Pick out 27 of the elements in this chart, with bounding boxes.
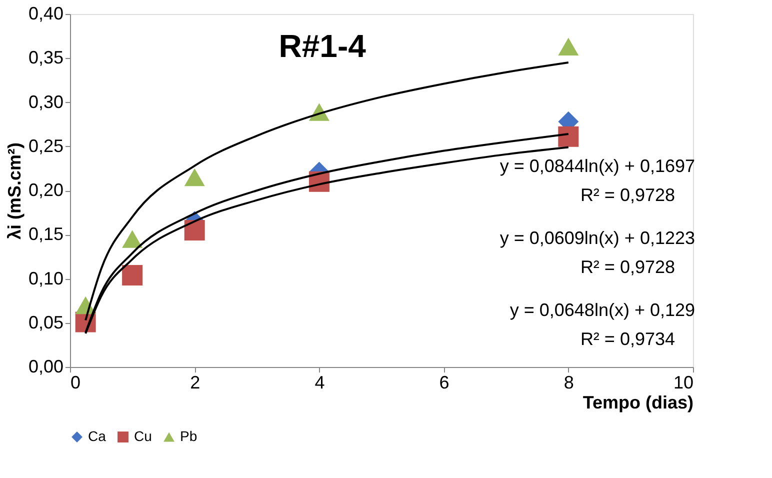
y-tick-label: 0,10	[28, 268, 64, 288]
y-axis-title: λi (mS.cm²)	[4, 142, 24, 240]
legend-label: Ca	[88, 428, 106, 444]
x-tick-label: 4	[314, 372, 325, 392]
annotation: y = 0,0648ln(x) + 0,129	[510, 300, 695, 320]
x-tick-label: 0	[70, 372, 81, 392]
x-tick-label: 2	[190, 372, 200, 392]
annotation: y = 0,0609ln(x) + 0,1223	[500, 228, 695, 248]
y-tick-label: 0,05	[28, 312, 64, 332]
y-tick-label: 0,20	[28, 180, 64, 200]
annotation: y = 0,0844ln(x) + 0,1697	[500, 156, 695, 176]
y-tick-label: 0,30	[28, 92, 64, 112]
x-tick-label: 8	[564, 372, 574, 392]
x-axis-title: Tempo (dias)	[582, 392, 694, 412]
y-tick-label: 0,15	[28, 224, 64, 244]
y-tick-label: 0,25	[28, 136, 64, 156]
y-tick-label: 0,00	[28, 356, 64, 376]
chart-title: R#1-4	[278, 28, 366, 64]
y-tick-label: 0,40	[28, 4, 64, 24]
legend-label: Cu	[134, 428, 152, 444]
y-tick-label: 0,35	[28, 48, 64, 68]
x-tick-label: 6	[439, 372, 450, 392]
x-tick-label: 10	[673, 372, 694, 392]
annotation: R² = 0,9728	[580, 257, 675, 277]
legend-label: Pb	[180, 428, 198, 444]
annotation: R² = 0,9734	[580, 329, 675, 349]
annotation: R² = 0,9728	[580, 185, 675, 205]
